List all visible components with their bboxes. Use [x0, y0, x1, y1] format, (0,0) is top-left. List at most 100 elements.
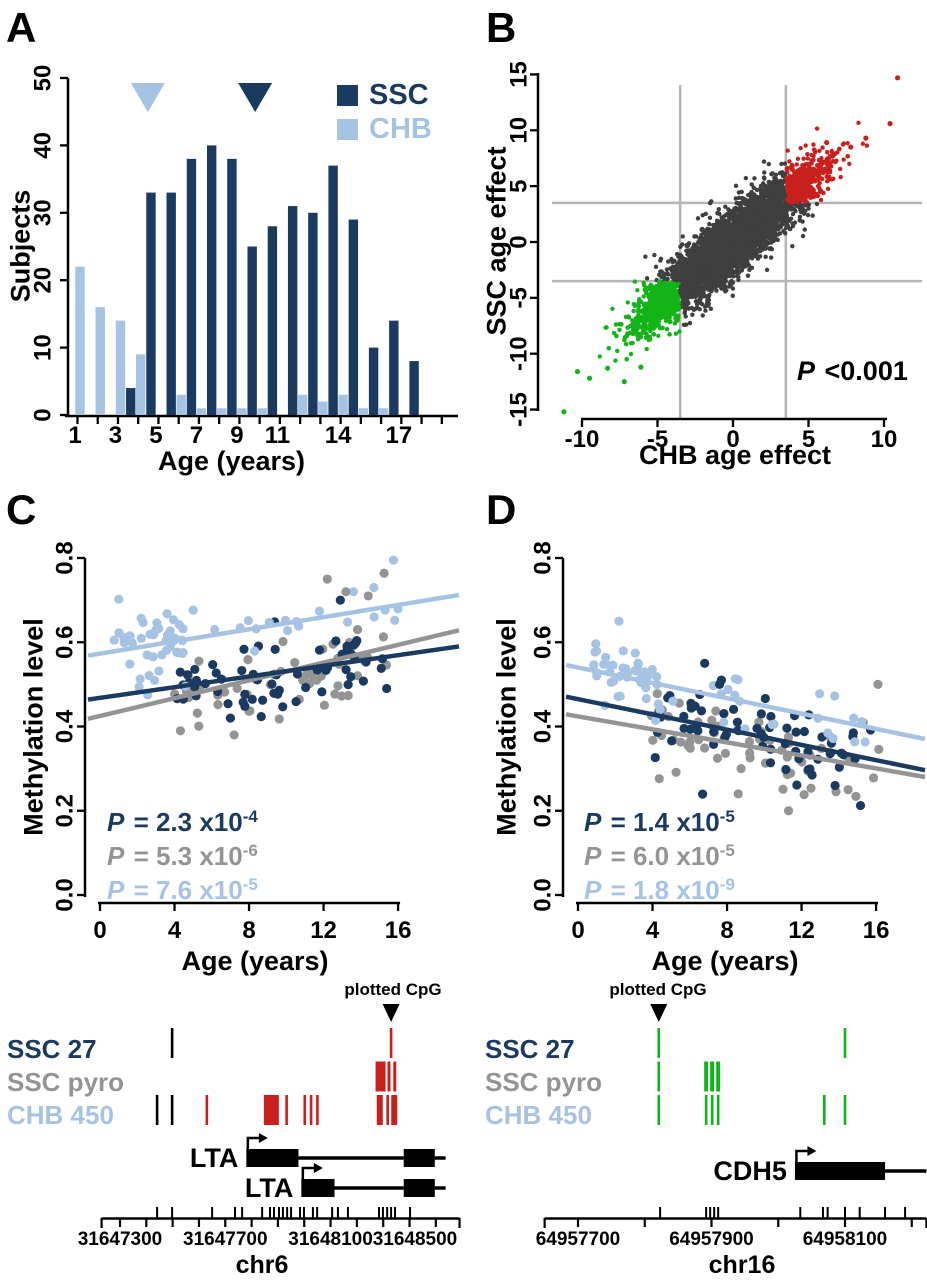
tick-label: 4: [646, 917, 660, 944]
bar-ssc: [328, 165, 338, 415]
gene-exon: [301, 1179, 335, 1197]
plotted-cpg-pointer: [382, 1004, 400, 1022]
cpg-site-tick: [657, 1028, 661, 1058]
p-symbol: P: [107, 807, 125, 837]
tick-label: 10: [505, 117, 532, 144]
tick-label: 12: [310, 917, 337, 944]
cpg-site-tick: [170, 1095, 174, 1125]
cpg-site-tick: [657, 1061, 661, 1092]
tick-label: 5: [802, 426, 815, 453]
cpg-site-tick: [376, 1095, 383, 1125]
tick-label: 15: [505, 61, 532, 88]
cpg-site-tick: [387, 1061, 391, 1092]
p-exponent: -9: [719, 875, 735, 894]
bar-chb: [115, 320, 126, 415]
bar-ssc: [348, 219, 359, 415]
genome-track-chr16: 64957700 64957900 64958100 CDH5: [536, 1004, 927, 1250]
panel-letter-a: A: [6, 4, 37, 51]
regression-line: [87, 644, 460, 702]
tick-label: 0: [571, 917, 584, 944]
pvalue-d-chb450: P = 1.8 x10-9: [584, 875, 735, 905]
tick-label: 3: [109, 422, 122, 449]
tick-label: 0.2: [51, 794, 78, 827]
cpg-site-tick: [375, 1061, 386, 1092]
tick-label: 0.2: [529, 794, 556, 827]
regression-line: [565, 712, 926, 780]
track-row-label-ssc27-right: SSC 27: [485, 1034, 575, 1064]
cpg-site-tick: [205, 1095, 209, 1125]
pvalue-c-chb450: P = 7.6 x10-5: [107, 875, 258, 905]
panel-a-chart: 1 3 5 7 9 11 14 17 0 10 20 30 40 50: [29, 65, 458, 449]
tick-label: 0.0: [529, 878, 556, 911]
pvalue-c-ssc27: P = 2.3 x10-4: [107, 807, 258, 837]
cpg-site-tick: [704, 1061, 709, 1092]
tick-label: 40: [29, 132, 56, 159]
p-symbol: P: [584, 875, 602, 905]
legend-label-ssc: SSC: [369, 79, 429, 111]
tick-label: 8: [720, 917, 733, 944]
cpg-site-tick: [316, 1095, 319, 1125]
bar-ssc: [227, 158, 237, 415]
cpg-site-tick: [710, 1061, 715, 1092]
legend-swatch-ssc: [337, 85, 358, 106]
track-row-label-sscpyro-left: SSC pyro: [7, 1067, 125, 1097]
bar-ssc: [409, 361, 419, 415]
cpg-site-tick: [393, 1061, 397, 1092]
bar-ssc: [206, 145, 217, 415]
scatter-points: [589, 616, 884, 816]
cpg-site-tick: [285, 1095, 288, 1125]
cpg-site-tick: [309, 1095, 313, 1125]
tick-label: 17: [385, 422, 412, 449]
gene-label: LTA: [245, 1173, 293, 1203]
plotted-cpg-label-right: plotted CpG: [609, 980, 707, 999]
legend-label-chb: CHB: [369, 113, 432, 145]
gene-label: CDH5: [713, 1156, 787, 1186]
gene-label: LTA: [190, 1143, 238, 1173]
bar-ssc: [287, 206, 298, 415]
panel-b-chart: -10 -5 0 5 10 -15 -10 -5 0 5 10 15: [505, 61, 922, 453]
plotted-cpg-label-left: plotted CpG: [344, 980, 442, 999]
bar-chb: [196, 408, 207, 415]
tick-label: -5: [647, 426, 668, 453]
regression-line: [565, 662, 926, 742]
mean-age-marker: [238, 83, 273, 112]
ruler-label: 31647700: [183, 1229, 268, 1250]
panel-letter-d: D: [486, 486, 517, 533]
p-body: = 7.6 x10: [126, 875, 243, 905]
p-body: = 6.0 x10: [603, 841, 720, 871]
axis-label-d-y: Methylation level: [491, 618, 522, 836]
cpg-site-tick: [155, 1095, 159, 1125]
tick-label: 0.4: [51, 709, 78, 743]
track-row-label-sscpyro-right: SSC pyro: [485, 1067, 603, 1097]
tick-label: 0.8: [529, 541, 556, 574]
p-body: = 2.3 x10: [126, 807, 243, 837]
tick-label: 8: [242, 917, 255, 944]
track-row-label-ssc27-left: SSC 27: [7, 1034, 97, 1064]
track-row-label-chb450-left: CHB 450: [7, 1100, 114, 1130]
tick-label: 0.6: [529, 626, 556, 659]
chrom-label-chr16: chr16: [708, 1251, 776, 1279]
regression-line: [565, 694, 926, 773]
gene-exon: [403, 1179, 435, 1197]
cpg-site-tick: [704, 1095, 708, 1125]
tick-label: 14: [325, 422, 352, 449]
cpg-site-tick: [391, 1095, 398, 1125]
bar-ssc: [308, 212, 318, 415]
legend-row-chb: CHB: [337, 115, 432, 144]
gene-exon: [246, 1149, 299, 1167]
cpg-site-tick: [716, 1095, 720, 1125]
panel-letter-c: C: [6, 486, 37, 533]
bar-ssc: [186, 158, 197, 415]
ruler-label: 31647300: [78, 1229, 163, 1250]
bar-chb: [318, 401, 328, 415]
bar-ssc: [146, 192, 156, 415]
tick-label: 50: [29, 65, 56, 92]
p-exponent: -6: [242, 841, 258, 860]
gene-exon: [794, 1162, 886, 1180]
scatter-points: [109, 555, 403, 740]
pvalue-d-sscpyro: P = 6.0 x10-5: [584, 841, 735, 871]
bar-chb: [216, 408, 227, 415]
tss-arrow: [301, 1166, 316, 1179]
p-exponent: -4: [242, 807, 258, 826]
bar-ssc: [247, 246, 257, 415]
